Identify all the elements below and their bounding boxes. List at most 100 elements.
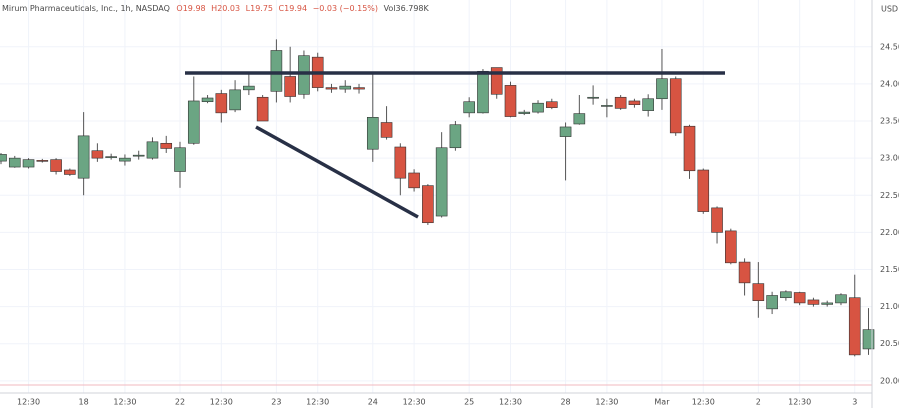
candle-body xyxy=(36,160,49,162)
high-label: H20.03 xyxy=(211,4,240,13)
symbol: Mirum Pharmaceuticals, Inc., 1h, NASDAQ xyxy=(2,4,170,13)
candle-body xyxy=(132,154,145,157)
volume-label: Vol36.798K xyxy=(384,4,430,13)
candle-body xyxy=(601,105,613,107)
close-label: C19.94 xyxy=(279,4,308,13)
x-tick-label: 12:30 xyxy=(403,398,426,407)
candle-body xyxy=(752,283,765,301)
y-tick-label: 23.50 xyxy=(880,117,899,126)
candle-body xyxy=(835,294,847,304)
x-tick-label: Mar xyxy=(654,398,670,407)
y-tick-label: 20.50 xyxy=(880,339,899,348)
candle-body xyxy=(573,113,586,125)
trend-line xyxy=(255,125,419,219)
x-tick-label: 22 xyxy=(175,398,185,407)
candle-body xyxy=(559,126,572,137)
candle-body xyxy=(408,172,420,189)
x-tick-label: 2 xyxy=(756,398,761,407)
y-tick-label: 23.00 xyxy=(880,154,899,163)
candle-body xyxy=(380,122,393,138)
candle-body xyxy=(77,135,90,179)
candle-body xyxy=(325,87,338,90)
candle-body xyxy=(793,292,806,304)
candle-body xyxy=(353,87,365,90)
candle-body xyxy=(298,55,310,95)
candle-body xyxy=(656,78,668,100)
candle-body xyxy=(642,98,654,111)
candle-body xyxy=(614,96,627,109)
candle-body xyxy=(174,147,186,172)
candle-body xyxy=(339,85,352,90)
candle-body xyxy=(463,101,475,114)
candle-body xyxy=(669,78,682,134)
candle-body xyxy=(229,89,241,111)
candle-body xyxy=(518,111,531,114)
x-tick-label: 25 xyxy=(464,398,474,407)
x-tick-label: 12:30 xyxy=(788,398,811,407)
x-tick-label: 12:30 xyxy=(210,398,233,407)
x-tick-label: 3 xyxy=(852,398,857,407)
candle-body xyxy=(711,207,723,233)
x-tick-label: 12:30 xyxy=(306,398,329,407)
x-tick-label: 12:30 xyxy=(499,398,522,407)
candle-body xyxy=(435,147,448,217)
candle-body xyxy=(187,100,200,144)
candle-body xyxy=(477,70,489,114)
candle-body xyxy=(22,159,35,168)
candle-body xyxy=(697,169,710,212)
candle-body xyxy=(105,156,117,158)
candle-body xyxy=(64,169,76,175)
candle-body xyxy=(160,142,173,149)
candle-body xyxy=(119,157,131,162)
candle-body xyxy=(848,297,861,356)
candle-body xyxy=(628,100,641,105)
y-tick-label: 24.50 xyxy=(880,42,899,51)
x-tick-label: 12:30 xyxy=(113,398,136,407)
candle-body xyxy=(545,101,558,108)
candle-body xyxy=(504,85,517,117)
y-tick-label: 21.50 xyxy=(880,265,899,274)
candle-body xyxy=(366,117,379,150)
candle-body xyxy=(270,50,283,92)
x-tick-label: 23 xyxy=(271,398,281,407)
candle-body xyxy=(256,96,269,122)
candle-body xyxy=(394,146,407,179)
y-tick-label: 21.00 xyxy=(880,302,899,311)
candle-body xyxy=(243,85,255,91)
y-tick-label: 22.00 xyxy=(880,228,899,237)
y-tick-label: 20.00 xyxy=(880,376,899,385)
change-label: −0.03 (−0.15%) xyxy=(313,4,378,13)
candle-body xyxy=(490,67,503,95)
candle-body xyxy=(146,141,159,159)
candle-body xyxy=(862,329,875,350)
candle-body xyxy=(284,76,296,97)
y-tick-label: 24.00 xyxy=(880,79,899,88)
candle-body xyxy=(201,97,214,103)
open-label: O19.98 xyxy=(176,4,205,13)
candle-body xyxy=(780,291,792,299)
x-tick-label: 28 xyxy=(560,398,570,407)
x-tick-label: 18 xyxy=(79,398,89,407)
candle-body xyxy=(683,125,696,172)
candle-body xyxy=(532,102,544,113)
candle-body xyxy=(587,96,599,99)
x-tick-label: 12:30 xyxy=(692,398,715,407)
candle-body xyxy=(50,159,62,172)
x-tick-label: 12:30 xyxy=(595,398,618,407)
candle-body xyxy=(8,157,21,168)
low-label: L19.75 xyxy=(246,4,273,13)
candle-body xyxy=(422,185,434,224)
candle-body xyxy=(449,124,462,149)
candle-body xyxy=(738,261,751,284)
x-tick-label: 12:30 xyxy=(17,398,40,407)
candle-body xyxy=(725,230,737,264)
candle-body xyxy=(91,150,104,159)
candle-body xyxy=(766,295,778,310)
candle-body xyxy=(215,93,228,114)
currency-label: USD xyxy=(881,5,898,14)
candle-body xyxy=(807,299,820,305)
header: Mirum Pharmaceuticals, Inc., 1h, NASDAQ … xyxy=(2,4,430,13)
